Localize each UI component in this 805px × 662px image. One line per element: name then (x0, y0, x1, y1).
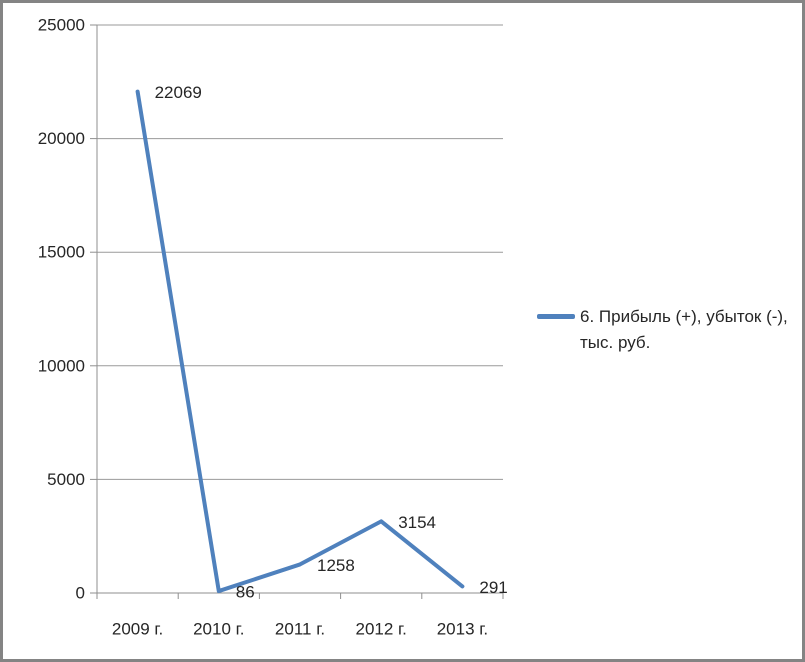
x-axis-label: 2011 г. (275, 620, 325, 639)
data-label: 3154 (398, 513, 436, 532)
legend-marker-line (537, 314, 575, 319)
x-axis-label: 2013 г. (437, 620, 488, 639)
data-label: 86 (236, 583, 255, 602)
x-axis-label: 2010 г. (193, 620, 244, 639)
data-label: 1258 (317, 556, 355, 575)
series-line (135, 89, 465, 594)
y-axis-label: 0 (76, 584, 85, 603)
y-axis-label: 15000 (38, 243, 85, 262)
y-axis-label: 20000 (38, 129, 85, 148)
y-axis-label: 5000 (47, 470, 85, 489)
data-label: 22069 (155, 83, 202, 102)
x-axis-label: 2012 г. (356, 620, 407, 639)
legend: 6. Прибыль (+), убыток (-), тыс. руб. (537, 304, 802, 356)
legend-label: 6. Прибыль (+), убыток (-), тыс. руб. (580, 307, 788, 352)
data-label: 291 (479, 578, 507, 597)
x-axis-label: 2009 г. (112, 620, 163, 639)
y-axis-label: 10000 (38, 356, 85, 375)
y-axis-label: 25000 (38, 16, 85, 35)
